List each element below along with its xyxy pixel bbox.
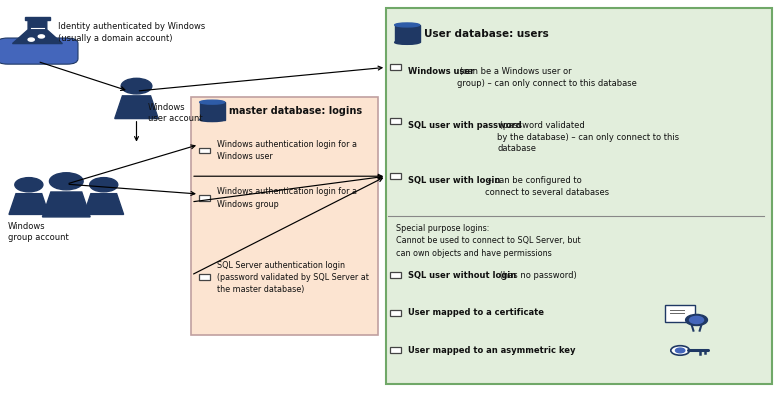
Polygon shape [84,194,123,215]
Text: SQL user with password: SQL user with password [408,121,522,130]
Circle shape [690,316,704,324]
Circle shape [686,314,707,326]
FancyBboxPatch shape [191,97,378,335]
Circle shape [671,346,690,355]
Circle shape [15,177,43,192]
Text: Windows authentication login for a
Windows group: Windows authentication login for a Windo… [217,187,356,209]
Bar [390,310,401,316]
Text: Windows user: Windows user [408,67,474,76]
Polygon shape [12,18,62,44]
Bar [390,173,401,179]
Polygon shape [9,194,48,215]
Bar [25,17,50,20]
Bar [198,195,211,201]
Text: User database: users: User database: users [424,29,548,39]
Text: (has no password): (has no password) [497,271,577,280]
Polygon shape [42,192,90,217]
Circle shape [49,173,83,190]
Bar [390,64,401,70]
Text: SQL Server authentication login
(password validated by SQL Server at
the master : SQL Server authentication login (passwor… [217,261,369,294]
Text: Windows
user account: Windows user account [148,103,203,123]
Bar [198,274,211,280]
Text: Special purpose logins:
Cannot be used to connect to SQL Server, but
can own obj: Special purpose logins: Cannot be used t… [396,224,581,258]
Text: User mapped to a certificate: User mapped to a certificate [408,308,544,317]
Circle shape [121,78,152,94]
Polygon shape [115,96,158,118]
Text: Windows authentication login for a
Windows user: Windows authentication login for a Windo… [217,140,356,161]
Ellipse shape [395,23,420,27]
Bar [665,305,695,322]
Ellipse shape [395,40,420,44]
Text: Windows
group account: Windows group account [8,222,69,242]
Text: SQL user without login: SQL user without login [408,271,516,280]
Ellipse shape [200,100,225,104]
FancyBboxPatch shape [0,38,78,64]
Bar [390,272,401,278]
Bar [390,348,401,353]
Text: User mapped to an asymmetric key: User mapped to an asymmetric key [408,346,576,355]
Text: master database: logins: master database: logins [229,106,362,116]
Text: Identity authenticated by Windows
(usually a domain account): Identity authenticated by Windows (usual… [58,22,206,43]
Circle shape [90,177,118,192]
Text: SQL user with login: SQL user with login [408,176,500,185]
FancyBboxPatch shape [386,8,772,384]
Ellipse shape [200,118,225,122]
Bar [198,147,211,153]
Circle shape [675,348,685,353]
Bar [390,118,401,124]
Circle shape [38,35,44,38]
Text: – can be configured to
connect to several databases: – can be configured to connect to severa… [485,176,609,197]
Text: (can be a Windows user or
group) – can only connect to this database: (can be a Windows user or group) – can o… [456,67,636,88]
Bar [200,102,225,120]
Text: (password validated
by the database) – can only connect to this
database: (password validated by the database) – c… [497,121,679,153]
Circle shape [28,38,34,41]
Bar [395,25,420,42]
